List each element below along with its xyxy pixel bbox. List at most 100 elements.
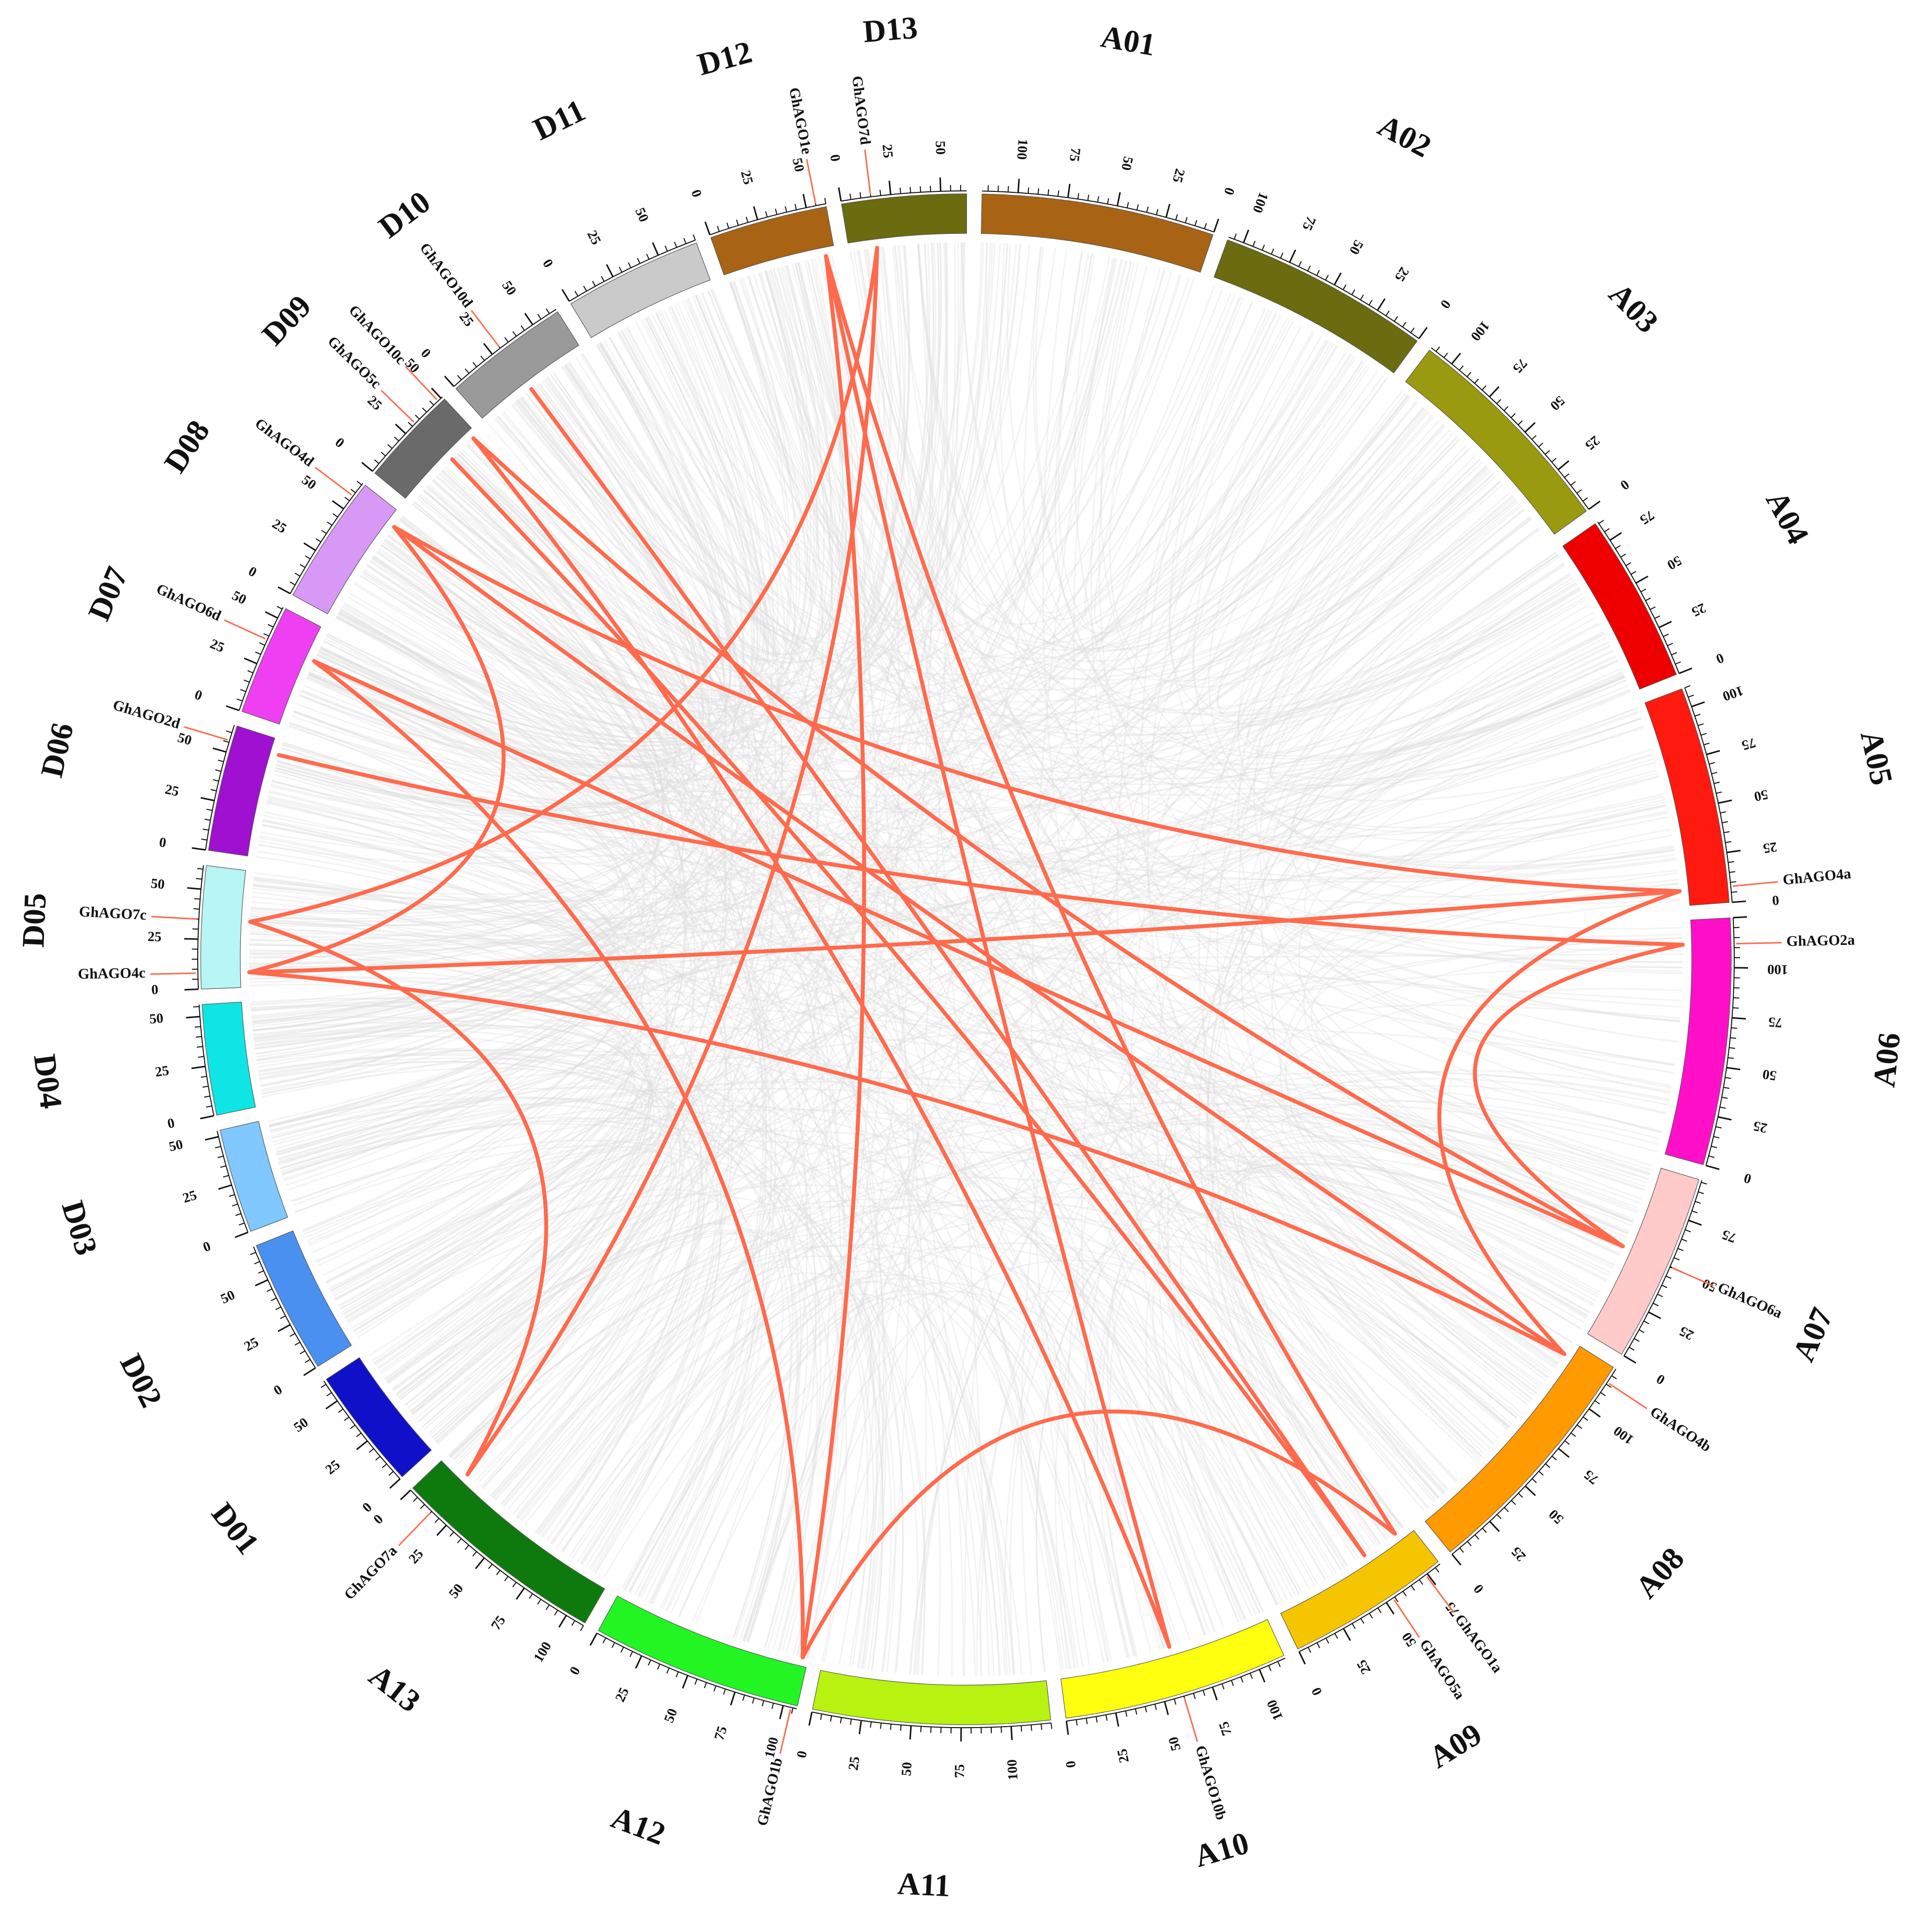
background-link bbox=[1054, 1155, 1630, 1669]
background-link bbox=[291, 1109, 1563, 1358]
tick-label: 75 bbox=[711, 1724, 730, 1742]
minor-tick bbox=[1708, 1155, 1715, 1158]
background-link bbox=[495, 260, 847, 655]
minor-tick bbox=[1419, 1579, 1423, 1585]
gene-marker: GhAGO10d bbox=[417, 240, 500, 347]
tick-label: 0 bbox=[151, 982, 159, 998]
minor-tick bbox=[1701, 733, 1707, 736]
tick-label: 50 bbox=[1753, 786, 1769, 804]
minor-tick bbox=[580, 1625, 584, 1631]
major-tick bbox=[730, 1692, 736, 1706]
background-link bbox=[251, 901, 1518, 1419]
minor-tick bbox=[218, 1156, 224, 1159]
minor-tick bbox=[1047, 189, 1050, 195]
major-tick bbox=[1489, 386, 1500, 398]
background-link bbox=[617, 332, 1500, 1439]
minor-tick bbox=[629, 1651, 633, 1657]
background-link bbox=[1090, 261, 1485, 1455]
minor-tick bbox=[1688, 694, 1694, 698]
minor-tick bbox=[1625, 562, 1631, 566]
gene-tick bbox=[1393, 1599, 1420, 1638]
background-link bbox=[918, 244, 1581, 716]
background-link bbox=[418, 384, 727, 1423]
tick-axis bbox=[410, 1489, 584, 1626]
background-link bbox=[371, 557, 1176, 1646]
background-link bbox=[291, 1139, 926, 1675]
tick-label: 50 bbox=[229, 588, 249, 608]
gene-label: GhAGO1a bbox=[1451, 1611, 1505, 1676]
minor-tick bbox=[1643, 1320, 1650, 1325]
background-link bbox=[564, 364, 1649, 1180]
minor-tick bbox=[222, 1175, 229, 1178]
minor-tick bbox=[602, 1638, 607, 1644]
minor-tick bbox=[1298, 261, 1302, 267]
background-link bbox=[1240, 508, 1525, 1427]
tick-axis bbox=[238, 607, 284, 711]
minor-tick bbox=[1640, 588, 1646, 592]
minor-tick bbox=[1531, 435, 1537, 440]
major-tick bbox=[1609, 532, 1622, 541]
tick-label: 25 bbox=[1689, 600, 1709, 620]
minor-tick bbox=[1615, 545, 1621, 549]
background-link bbox=[437, 330, 758, 1445]
background-link bbox=[455, 302, 783, 1463]
background-link bbox=[1259, 465, 1642, 1200]
background-link bbox=[433, 937, 1683, 1440]
background-link bbox=[474, 1232, 738, 1534]
minor-tick bbox=[289, 581, 296, 585]
background-link bbox=[739, 278, 1566, 711]
minor-tick bbox=[1711, 772, 1717, 774]
minor-tick bbox=[1410, 1585, 1415, 1591]
major-tick bbox=[332, 500, 344, 510]
background-link bbox=[261, 1054, 1588, 1317]
minor-tick bbox=[1582, 1416, 1588, 1421]
minor-tick bbox=[1728, 1057, 1734, 1059]
chromosome-band bbox=[241, 608, 321, 725]
chromosome-label: D01 bbox=[205, 1496, 266, 1561]
background-link bbox=[603, 1156, 1623, 1578]
background-link bbox=[858, 250, 1424, 650]
minor-tick bbox=[387, 444, 393, 449]
background-link bbox=[1067, 527, 1539, 1666]
background-link bbox=[351, 967, 1683, 1330]
minor-tick bbox=[457, 1538, 462, 1544]
background-link bbox=[1237, 394, 1675, 869]
chromosome-band bbox=[1405, 350, 1587, 535]
minor-tick bbox=[1715, 1126, 1722, 1129]
minor-tick bbox=[849, 193, 852, 200]
minor-tick bbox=[250, 1251, 256, 1255]
tick-label: 50 bbox=[1761, 1066, 1777, 1083]
background-link bbox=[785, 243, 933, 1653]
minor-tick bbox=[375, 1456, 381, 1461]
minor-tick bbox=[1308, 1647, 1312, 1653]
minor-tick bbox=[775, 208, 778, 215]
gene-marker: GhAGO5c bbox=[324, 333, 415, 423]
background-link bbox=[250, 810, 1668, 937]
chromosome-band bbox=[1587, 1167, 1700, 1355]
background-link bbox=[320, 242, 984, 743]
background-link bbox=[1098, 263, 1558, 1365]
background-link bbox=[339, 609, 1531, 1403]
duplication-link bbox=[471, 436, 1172, 1649]
background-link bbox=[252, 243, 934, 1031]
minor-tick bbox=[1277, 1661, 1281, 1667]
background-link bbox=[251, 1005, 661, 1438]
background-link bbox=[249, 298, 766, 953]
tick-label: 50 bbox=[1118, 155, 1136, 172]
background-link bbox=[264, 811, 1615, 1267]
minor-tick bbox=[1719, 1107, 1726, 1109]
minor-tick bbox=[1402, 321, 1406, 327]
background-link bbox=[370, 270, 1166, 708]
background-link bbox=[1169, 301, 1675, 870]
minor-tick bbox=[350, 489, 356, 493]
background-link bbox=[277, 1101, 672, 1459]
background-link bbox=[307, 577, 1574, 797]
minor-tick bbox=[1107, 198, 1109, 204]
major-tick bbox=[524, 312, 533, 325]
background-link bbox=[383, 540, 1300, 1595]
tick-label: 0 bbox=[359, 1500, 375, 1516]
minor-tick bbox=[1154, 1704, 1157, 1710]
minor-tick bbox=[771, 1703, 774, 1709]
background-link bbox=[262, 824, 616, 1126]
background-link bbox=[257, 1049, 818, 1651]
